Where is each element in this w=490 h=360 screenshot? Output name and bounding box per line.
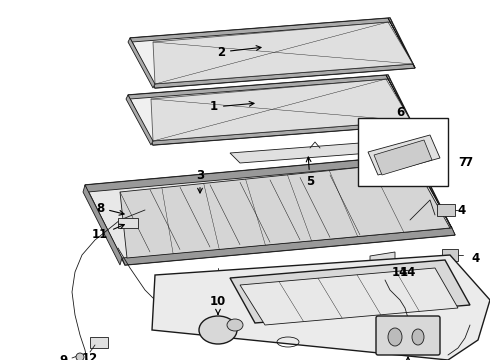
Polygon shape [368, 135, 440, 175]
Polygon shape [388, 18, 415, 68]
Ellipse shape [199, 316, 237, 344]
Polygon shape [128, 38, 155, 88]
Text: 7: 7 [458, 157, 466, 170]
Ellipse shape [76, 353, 84, 360]
Ellipse shape [412, 329, 424, 345]
Text: 6: 6 [396, 105, 404, 118]
Text: 12: 12 [82, 351, 98, 360]
Bar [358, 118, 448, 186]
Text: 3: 3 [196, 169, 204, 193]
Polygon shape [85, 155, 418, 192]
Text: 14: 14 [392, 266, 408, 279]
Polygon shape [120, 162, 450, 258]
Text: 13: 13 [400, 357, 416, 360]
Text: 5: 5 [306, 157, 314, 188]
Polygon shape [118, 218, 138, 228]
Text: 2: 2 [217, 45, 261, 58]
Text: 11: 11 [92, 224, 124, 242]
Text: 9: 9 [59, 354, 67, 360]
Ellipse shape [388, 328, 402, 346]
Polygon shape [374, 140, 432, 175]
Polygon shape [85, 155, 455, 265]
Polygon shape [442, 249, 458, 261]
Text: 14: 14 [400, 266, 416, 279]
Polygon shape [130, 18, 415, 88]
Polygon shape [437, 204, 455, 216]
FancyBboxPatch shape [376, 316, 440, 355]
Polygon shape [153, 64, 415, 88]
Polygon shape [151, 79, 411, 141]
Text: 1: 1 [210, 100, 254, 113]
Polygon shape [126, 95, 153, 145]
Polygon shape [413, 155, 452, 228]
Polygon shape [90, 337, 108, 348]
Ellipse shape [227, 319, 243, 331]
Polygon shape [128, 75, 390, 99]
Polygon shape [122, 228, 455, 265]
Polygon shape [152, 255, 490, 360]
Polygon shape [83, 185, 122, 265]
Polygon shape [128, 75, 413, 145]
Text: 7: 7 [464, 157, 472, 170]
Polygon shape [386, 75, 413, 125]
Text: 4: 4 [458, 203, 466, 216]
Text: 8: 8 [96, 202, 124, 215]
Polygon shape [370, 252, 395, 269]
Text: 10: 10 [210, 295, 226, 314]
Polygon shape [130, 18, 392, 42]
Polygon shape [151, 121, 413, 145]
Polygon shape [240, 268, 458, 325]
Text: 4: 4 [472, 252, 480, 265]
Polygon shape [230, 260, 470, 323]
Polygon shape [230, 143, 370, 163]
Polygon shape [153, 22, 413, 84]
